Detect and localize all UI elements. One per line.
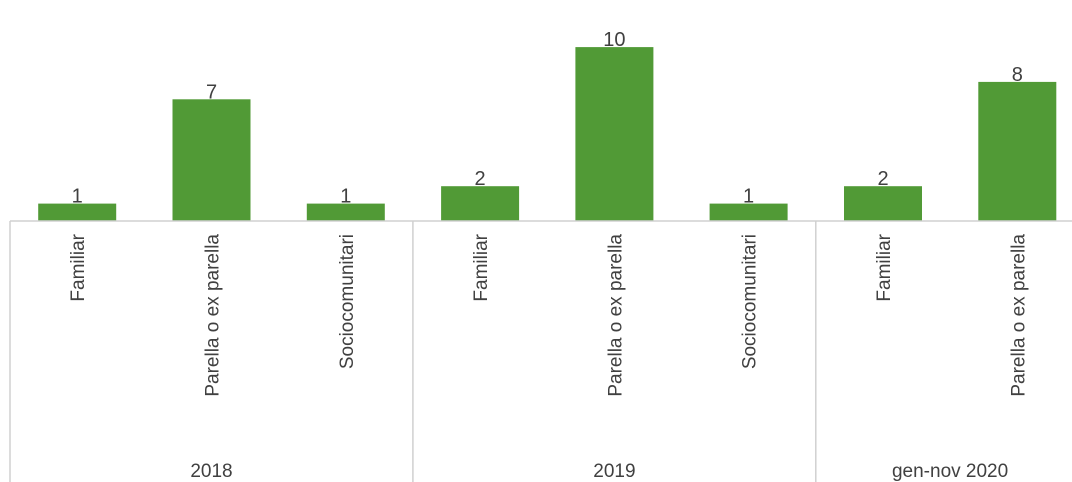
- bars-layer: [38, 47, 1057, 222]
- category-label: Sociocomunitari: [740, 234, 761, 369]
- category-label: Familiar: [471, 233, 492, 301]
- data-label: 1: [743, 186, 754, 208]
- group-label: 2019: [593, 461, 635, 482]
- category-label: Parella o ex parella: [605, 234, 626, 397]
- category-label: Familiar: [874, 233, 895, 301]
- data-label: 8: [1012, 64, 1023, 86]
- data-label: 2: [877, 168, 888, 190]
- bar-gen-nov-2020-familiar: [844, 186, 922, 221]
- category-label: Familiar: [68, 233, 89, 301]
- data-label: 1: [72, 186, 83, 208]
- category-label: Parella o ex parella: [203, 234, 224, 397]
- bar-2018-parella-o-ex-parella: [172, 99, 251, 221]
- data-label: 1: [340, 186, 351, 208]
- category-label: Sociocomunitari: [337, 234, 358, 369]
- data-label: 10: [603, 29, 625, 51]
- bar-2019-parella-o-ex-parella: [575, 47, 654, 221]
- category-label: Parella o ex parella: [1008, 234, 1029, 397]
- category-axis: Familiar Parella o ex parella Sociocomunit…: [9, 220, 1072, 482]
- data-label: 7: [206, 81, 217, 103]
- bar-2018-familiar: [38, 203, 117, 221]
- bar-gen-nov-2020-parella-o-ex-parella: [978, 81, 1057, 222]
- bar-2019-sociocomunitari: [709, 203, 788, 221]
- group-label: gen-nov 2020: [892, 461, 1008, 482]
- bar-2019-familiar: [441, 186, 520, 221]
- data-label: 2: [475, 168, 486, 190]
- group-label: 2018: [190, 461, 232, 482]
- data-labels-layer: 1 7 1 2 10 1 2 8: [72, 29, 1023, 208]
- bar-2018-sociocomunitari: [306, 203, 385, 221]
